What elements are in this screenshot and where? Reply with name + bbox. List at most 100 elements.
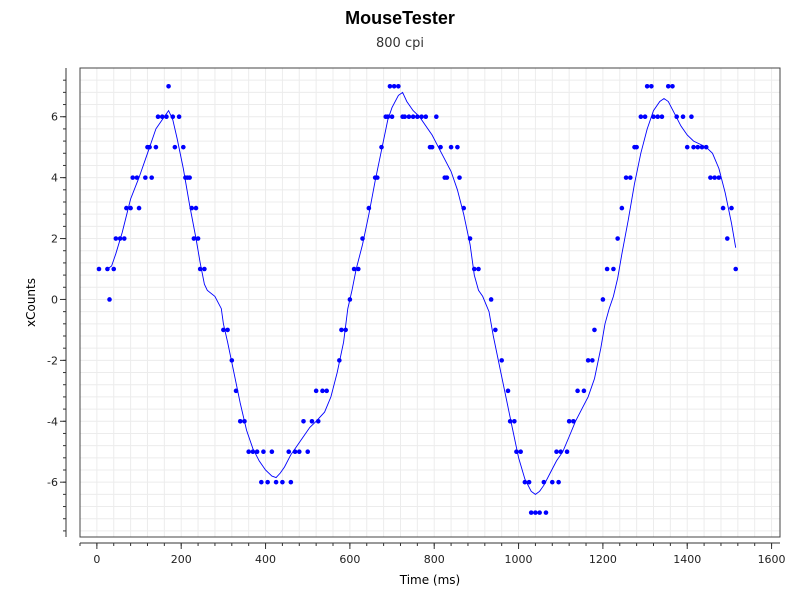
- x-tick-label: 200: [171, 553, 192, 566]
- data-point: [172, 144, 178, 150]
- data-point: [130, 175, 136, 180]
- x-tick-label: 0: [93, 553, 100, 566]
- data-point: [533, 510, 538, 515]
- data-point: [444, 175, 450, 180]
- data-point: [296, 449, 302, 455]
- axis-layer: 0 200 400 600 800 1000 1200 1400 1600 -6 -4 -2 0 2 4 6: [47, 68, 786, 566]
- data-point: [107, 297, 112, 302]
- data-point: [476, 266, 481, 272]
- data-point: [642, 114, 648, 120]
- data-point: [581, 388, 587, 394]
- data-point: [313, 388, 319, 394]
- data-point: [600, 297, 606, 302]
- data-point: [195, 236, 201, 241]
- data-point: [309, 418, 315, 424]
- data-point: [684, 144, 690, 150]
- x-tick-label: 600: [339, 553, 360, 566]
- data-point: [611, 266, 616, 272]
- data-point: [455, 144, 460, 150]
- data-point: [592, 327, 597, 333]
- data-point: [644, 83, 650, 89]
- data-point: [113, 236, 119, 241]
- data-point: [556, 479, 561, 485]
- data-point: [507, 418, 513, 424]
- series-layer: [96, 83, 739, 515]
- data-point: [585, 358, 591, 363]
- data-point: [351, 266, 357, 272]
- data-point: [733, 266, 739, 272]
- data-point: [202, 266, 207, 272]
- data-point: [488, 297, 494, 302]
- data-point: [339, 327, 344, 333]
- data-point: [124, 205, 129, 211]
- grid-layer: [79, 68, 780, 537]
- series-line: [107, 91, 737, 495]
- data-point: [111, 266, 117, 272]
- data-point: [406, 114, 412, 120]
- data-point: [729, 205, 734, 211]
- data-point: [237, 418, 243, 424]
- data-point: [429, 144, 435, 150]
- data-point: [634, 144, 639, 150]
- data-point: [434, 114, 439, 120]
- x-axis-label: Time (ms): [399, 573, 461, 587]
- y-tick-label: -2: [47, 354, 58, 367]
- data-point: [191, 236, 197, 241]
- data-point: [396, 83, 401, 89]
- data-point: [695, 144, 701, 150]
- plot-frame: [79, 67, 781, 538]
- data-point: [716, 175, 722, 180]
- data-point: [246, 449, 251, 455]
- data-point: [402, 114, 407, 120]
- y-tick-label: 4: [51, 172, 58, 185]
- data-point: [691, 144, 696, 150]
- data-point: [575, 388, 580, 394]
- y-tick-label: 0: [51, 293, 58, 306]
- data-point: [655, 114, 661, 120]
- data-point: [471, 266, 477, 272]
- data-point: [391, 83, 397, 89]
- data-point: [136, 205, 142, 211]
- data-point: [225, 327, 230, 333]
- data-point: [712, 175, 717, 180]
- data-point: [526, 479, 532, 485]
- data-point: [512, 418, 517, 424]
- data-point: [549, 479, 555, 485]
- data-point: [457, 175, 462, 180]
- data-point: [638, 114, 644, 120]
- data-point: [670, 83, 675, 89]
- data-point: [155, 114, 161, 120]
- data-point: [505, 388, 511, 394]
- data-point: [499, 358, 504, 363]
- data-point: [193, 205, 199, 211]
- x-tick-label: 800: [424, 553, 445, 566]
- data-point: [269, 449, 275, 455]
- data-point: [305, 449, 311, 455]
- chart-subtitle: 800 cpi: [376, 36, 424, 51]
- data-point: [659, 114, 665, 120]
- data-point: [324, 388, 329, 394]
- data-point: [571, 418, 576, 424]
- data-point: [689, 114, 694, 120]
- data-point: [265, 479, 270, 485]
- data-point: [254, 449, 260, 455]
- data-point: [623, 175, 629, 180]
- data-point: [387, 83, 393, 89]
- data-point: [166, 83, 171, 89]
- data-point: [96, 266, 102, 272]
- data-point: [356, 266, 361, 272]
- data-point: [149, 175, 154, 180]
- data-point: [604, 266, 610, 272]
- y-tick-label: -4: [47, 415, 58, 428]
- data-point: [176, 114, 182, 120]
- data-point: [259, 479, 264, 485]
- y-tick-label: -6: [47, 476, 58, 489]
- data-point: [628, 175, 633, 180]
- data-point: [261, 449, 266, 455]
- data-point: [410, 114, 416, 120]
- y-axis-label: xCounts: [24, 278, 38, 327]
- data-point: [493, 327, 498, 333]
- data-point: [286, 449, 292, 455]
- data-point: [389, 114, 395, 120]
- x-tick-label: 1400: [673, 553, 701, 566]
